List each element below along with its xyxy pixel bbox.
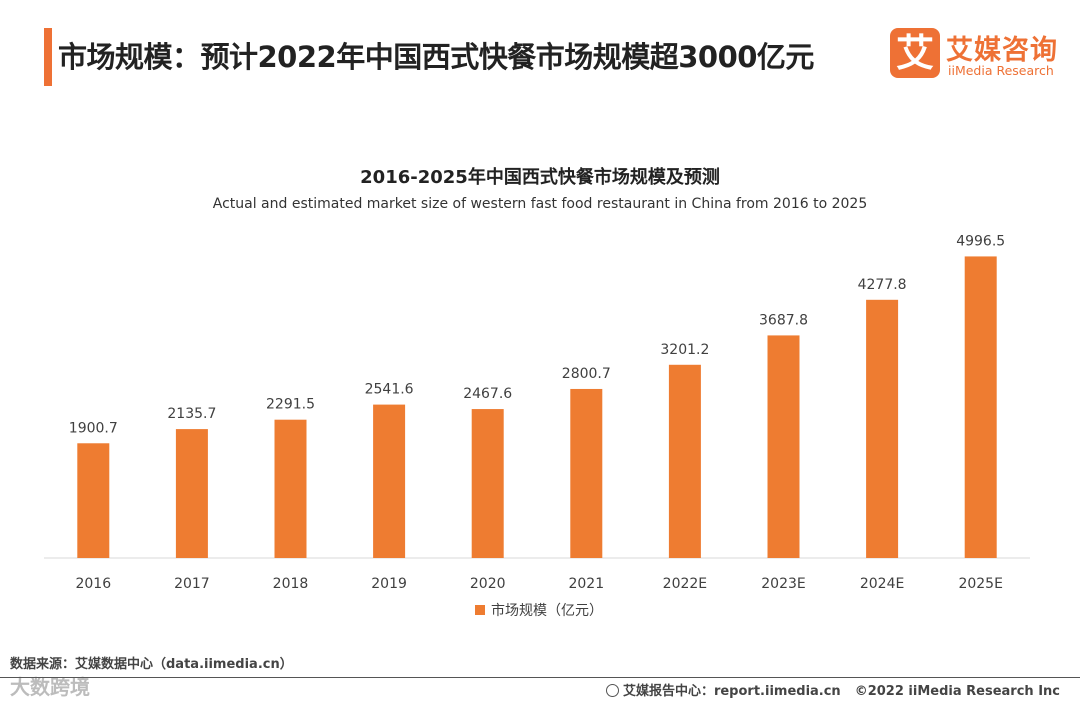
data-label-2023E: 3687.8 <box>759 312 808 328</box>
chart-title: 2016-2025年中国西式快餐市场规模及预测 <box>360 167 720 188</box>
logo-english-text: iiMedia Research <box>948 63 1054 78</box>
copyright: ©2022 iiMedia Research Inc <box>854 684 1060 699</box>
x-tick-label-2019: 2019 <box>371 576 407 592</box>
logo-chinese-text: 艾媒咨询 <box>946 35 1058 66</box>
legend-swatch <box>475 605 485 615</box>
data-label-2025E: 4996.5 <box>956 233 1005 249</box>
x-tick-label-2025E: 2025E <box>958 576 1002 592</box>
footer-divider <box>0 677 1080 678</box>
x-tick-label-2017: 2017 <box>174 576 210 592</box>
footer-credits: 艾媒报告中心：report.iimedia.cn ©2022 iiMedia Re… <box>605 680 1060 699</box>
x-tick-label-2022E: 2022E <box>663 576 707 592</box>
report-center-link[interactable]: 艾媒报告中心：report.iimedia.cn <box>622 684 841 699</box>
bar-2021 <box>570 388 603 558</box>
bar-2018 <box>274 419 307 558</box>
data-label-2020: 2467.6 <box>463 386 512 402</box>
bar-2020 <box>471 409 504 558</box>
bar-2016 <box>77 443 110 558</box>
data-label-2016: 1900.7 <box>69 420 118 436</box>
data-label-2017: 2135.7 <box>167 406 216 422</box>
x-tick-label-2020: 2020 <box>470 576 506 592</box>
data-source: 数据来源：艾媒数据中心（data.iimedia.cn） <box>10 657 293 672</box>
x-tick-label-2023E: 2023E <box>761 576 805 592</box>
x-tick-label-2024E: 2024E <box>860 576 904 592</box>
page-title: 市场规模：预计2022年中国西式快餐市场规模超3000亿元 <box>58 40 814 74</box>
logo-mark-icon: 艾 <box>890 28 940 78</box>
title-accent-bar <box>44 28 52 86</box>
data-label-2019: 2541.6 <box>365 382 414 398</box>
legend-label: 市场规模（亿元） <box>491 602 603 619</box>
data-label-2024E: 4277.8 <box>858 277 907 293</box>
x-tick-label-2021: 2021 <box>568 576 604 592</box>
globe-icon <box>605 684 619 697</box>
bar-2019 <box>373 404 406 558</box>
x-tick-label-2016: 2016 <box>75 576 111 592</box>
data-label-2022E: 3201.2 <box>660 342 709 358</box>
chart-subtitle: Actual and estimated market size of west… <box>212 196 868 212</box>
watermark: 大数跨境 <box>10 675 90 699</box>
data-label-2021: 2800.7 <box>562 366 611 382</box>
bar-2022E <box>668 364 701 558</box>
bar-2023E <box>767 335 800 558</box>
bar-2017 <box>175 429 208 558</box>
bar-2025E <box>964 256 997 558</box>
iimedia-logo: 艾 艾媒咨询 iiMedia Research <box>890 26 1062 86</box>
data-label-2018: 2291.5 <box>266 397 315 413</box>
x-tick-label-2018: 2018 <box>273 576 309 592</box>
bar-2024E <box>866 299 899 558</box>
